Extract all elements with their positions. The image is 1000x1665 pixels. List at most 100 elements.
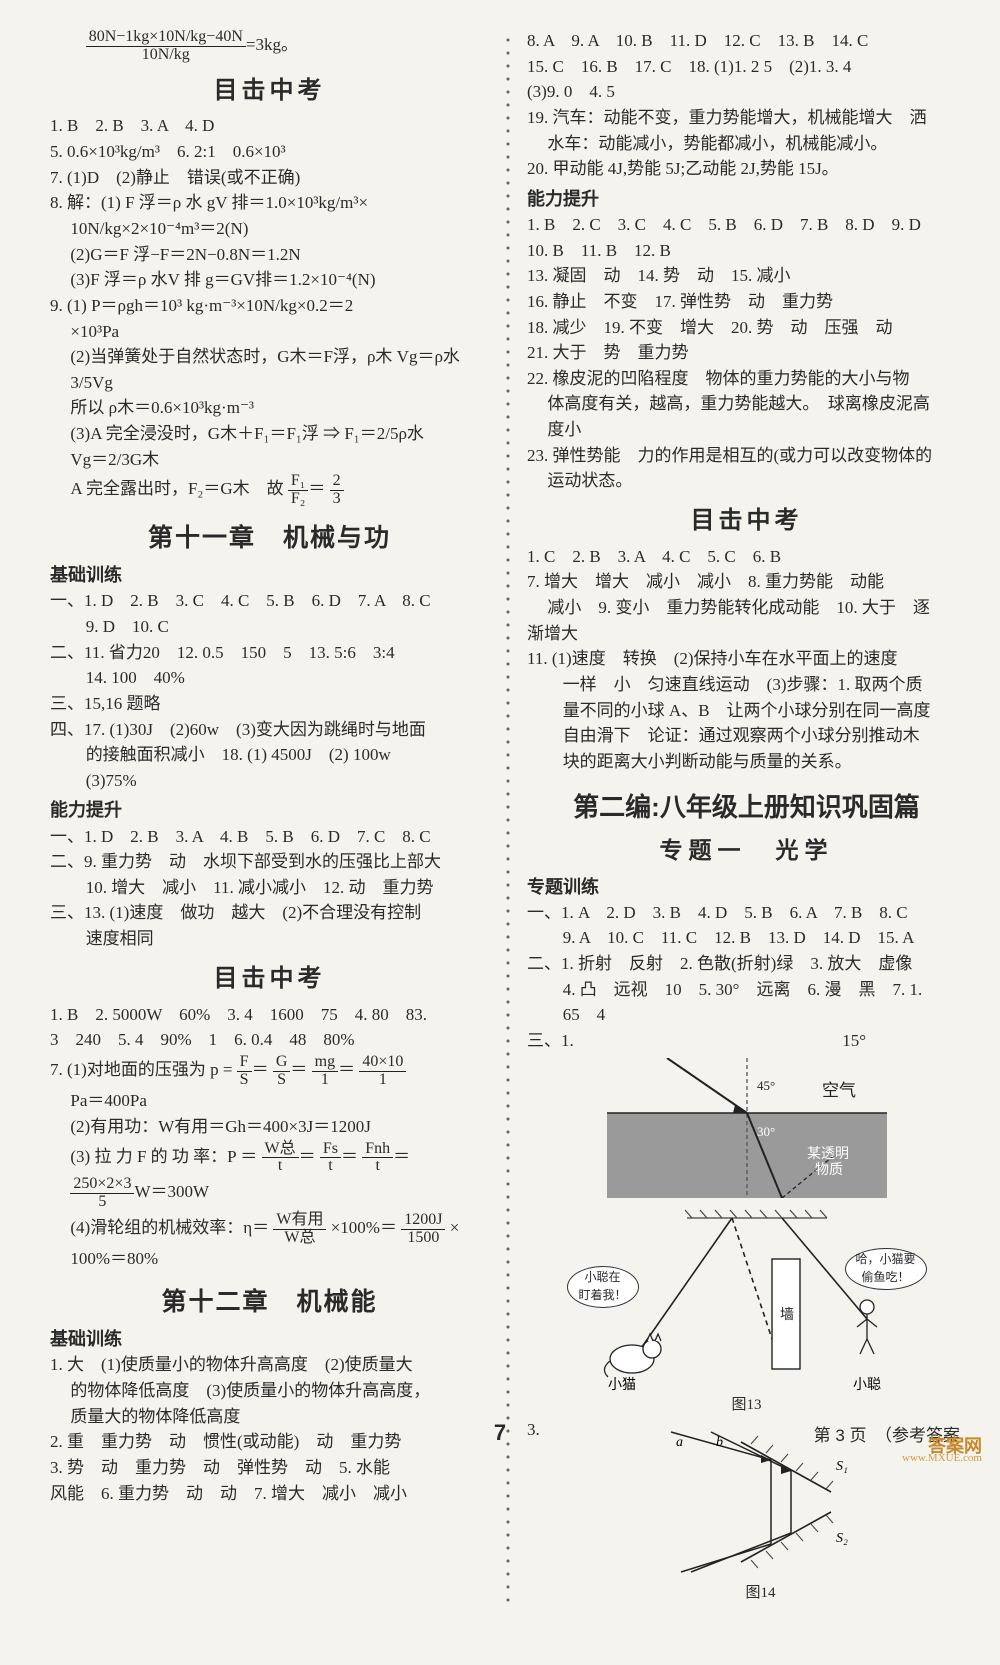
answer-line: 9. D 10. C [50,615,489,640]
answer-line: 4. 凸 远视 10 5. 30° 远离 6. 漫 黑 7. 1. [527,978,966,1003]
heading-jichu: 基础训练 [50,1326,489,1352]
answer-line: 21. 大于 势 重力势 [527,341,966,366]
answer-line: 一、1. D 2. B 3. C 4. C 5. B 6. D 7. A 8. … [50,589,489,614]
answer-line: 9. A 10. C 11. C 12. B 13. D 14. D 15. A [527,926,966,951]
answer-line: 体高度有关，越高，重力势能越大。 球离橡皮泥高 [527,392,966,417]
section-title-muji-3: 目击中考 [527,504,966,539]
answer-line: 一、1. D 2. B 3. A 4. B 5. B 6. D 7. C 8. … [50,825,489,850]
frac-den: F₂ [288,491,308,508]
frac: F₁ F₂ [288,473,308,508]
left-column: 80N−1kg×10N/kg−40N 10N/kg =3kg。 目击中考 1. … [50,28,489,1605]
answer-line: 1. B 2. 5000W 60% 3. 4 1600 75 4. 80 83. [50,1003,489,1028]
page-number-center: 7 [494,1417,506,1449]
answer-line: 16. 静止 不变 17. 弹性势 动 重力势 [527,290,966,315]
answer-line: 14. 100 40% [50,666,489,691]
answer-line: 度小 [527,418,966,443]
answer-line: (4)滑轮组的机械效率：η＝ W有用W总 ×100%＝ 1200J1500 × [50,1212,489,1247]
section-title-muji-2: 目击中考 [50,962,489,997]
speech-bubble-left: 小聪在 盯着我！ [567,1266,639,1308]
right-column: 8. A 9. A 10. B 11. D 12. C 13. B 14. C … [527,28,966,1605]
figure-cat-scene: 墙 小猫 小聪 小聪在 盯着我！ [527,1204,966,1417]
answer-line: 10. 增大 减小 11. 减小减小 12. 动 重力势 [50,876,489,901]
answer-line: 9. (1) P＝ρgh＝10³ kg·m⁻³×10N/kg×0.2＝2 [50,294,489,319]
answer-line: 23. 弹性势能 力的作用是相互的(或力可以改变物体的 [527,444,966,469]
text: W＝300W [134,1182,209,1201]
answer-line: 水车：动能减小，势能都减小，机械能减小。 [527,132,966,157]
answer-line: 三、15,16 题略 [50,692,489,717]
answer-line: 四、17. (1)30J (2)60w (3)变大因为跳绳时与地面 [50,718,489,743]
heading-jichu: 基础训练 [50,562,489,588]
speech-bubble-right: 哈，小猫要 偷鱼吃！ [845,1248,927,1290]
svg-text:某透明: 某透明 [807,1146,849,1162]
answer-line: 15. C 16. B 17. C 18. (1)1. 2 5 (2)1. 3.… [527,55,966,80]
bian-title: 第二编:八年级上册知识巩固篇 [527,789,966,827]
answer-line: 3 240 5. 4 90% 1 6. 0.4 48 80% [50,1028,489,1053]
answer-line: 18. 减少 19. 不变 增大 20. 势 动 压强 动 [527,316,966,341]
text: A 完全露出时，F₂＝G木 故 [70,480,283,499]
svg-text:物质: 物质 [815,1162,843,1178]
text: × [450,1218,460,1237]
svg-text:小猫: 小猫 [608,1377,636,1393]
answer-line: 一样 小 匀速直线运动 (3)步骤：1. 取两个质 [527,673,966,698]
answer-line: 一、1. A 2. D 3. B 4. D 5. B 6. A 7. B 8. … [527,901,966,926]
refraction-diagram-icon: 45° 30° 空气 某透明 物质 [607,1058,887,1198]
svg-text:墙: 墙 [780,1307,794,1323]
svg-text:a: a [676,1435,683,1450]
answer-line: 3/5Vg [50,371,489,396]
figure-caption: 图14 [555,1583,966,1605]
answer-line: 质量大的物体降低高度 [50,1405,489,1430]
answer-line: (3) 拉 力 F 的 功 率：P ＝ W总t＝ Fst＝ Fnht＝ [50,1141,489,1176]
heading-zhuanti: 专题训练 [527,874,966,900]
answer-line: 65 4 [527,1003,966,1028]
answer-line: 11. (1)速度 转换 (2)保持小车在水平面上的速度 [527,647,966,672]
chapter-11-title: 第十一章 机械与功 [50,520,489,556]
answer-line: 运动状态。 [527,469,966,494]
text: (4)滑轮组的机械效率：η＝ [70,1218,269,1237]
watermark-url: www.MXUE.com [902,1451,982,1467]
figure-caption: 图13 [527,1395,966,1417]
answer-line: 250×2×35W＝300W [50,1176,489,1211]
svg-text:30°: 30° [757,1124,775,1139]
answer-line: 3. 势 动 重力势 动 弹性势 动 5. 水能 [50,1456,489,1481]
answer-line: (2)G＝F 浮−F＝2N−0.8N＝1.2N [50,243,489,268]
heading-nengli: 能力提升 [50,797,489,823]
answer-line: Vg＝2/3G木 [50,448,489,473]
heading-nengli: 能力提升 [527,186,966,212]
frac-den: 10N/kg [86,47,246,64]
equation-frac: 80N−1kg×10N/kg−40N 10N/kg [86,29,246,64]
answer-line: 22. 橡皮泥的凹陷程度 物体的重力势能的大小与物 [527,367,966,392]
answer-line: (3)A 完全浸没时，G木＋F₁＝F₁浮 ⇒ F₁＝2/5ρ水 [50,422,489,447]
answer-line: 1. B 2. B 3. A 4. D [50,114,489,139]
answer-line: (3)F 浮＝ρ 水V 排 g＝GV排＝1.2×10⁻⁴(N) [50,268,489,293]
answer-line: 8. A 9. A 10. B 11. D 12. C 13. B 14. C [527,29,966,54]
answer-line: 块的距离大小判断动能与质量的关系。 [527,750,966,775]
answer-line: 10N/kg×2×10⁻⁴m³＝2(N) [50,217,489,242]
answer-line: 渐增大 [527,622,966,647]
answer-line: 5. 0.6×10³kg/m³ 6. 2:1 0.6×10³ [50,140,489,165]
answer-line: Pa＝400Pa [50,1089,489,1114]
svg-text:S₂: S₂ [836,1531,848,1546]
frac-num: 2 [330,473,344,491]
answer-line: 三、1. 15° [527,1029,966,1054]
answer-line: 1. B 2. C 3. C 4. C 5. B 6. D 7. B 8. D … [527,213,966,238]
answer-line: (2)当弹簧处于自然状态时，G木＝F浮，ρ木 Vg＝ρ水 [50,345,489,370]
answer-line: 速度相同 [50,927,489,952]
frac-num: F₁ [288,473,308,491]
frac-den: 3 [330,491,344,508]
answer-line: 二、1. 折射 反射 2. 色散(折射)绿 3. 放大 虚像 [527,952,966,977]
answer-line: 量不同的小球 A、B 让两个小球分别在同一高度 [527,699,966,724]
column-divider [501,34,515,1605]
item-number: 3. [527,1418,555,1443]
answer-line: 风能 6. 重力势 动 动 7. 增大 减小 减小 [50,1482,489,1507]
answer-line: (2)有用功：W有用＝Gh＝400×3J＝1200J [50,1115,489,1140]
answer-line: 7. 增大 增大 减小 减小 8. 重力势能 动能 [527,570,966,595]
svg-text:小聪: 小聪 [853,1377,881,1393]
answer-line: 所以 ρ木＝0.6×10³kg·m⁻³ [50,396,489,421]
answer-line: 2. 重 重力势 动 惯性(或动能) 动 重力势 [50,1430,489,1455]
answer-line: 20. 甲动能 4J,势能 5J;乙动能 2J,势能 15J。 [527,157,966,182]
section-title-muji-1: 目击中考 [50,74,489,109]
figure-refraction: 45° 30° 空气 某透明 物质 [527,1058,966,1198]
text: (3) 拉 力 F 的 功 率：P ＝ [70,1147,257,1166]
answer-line: 的接触面积减小 18. (1) 4500J (2) 100w [50,743,489,768]
frac-num: 80N−1kg×10N/kg−40N [86,29,246,47]
